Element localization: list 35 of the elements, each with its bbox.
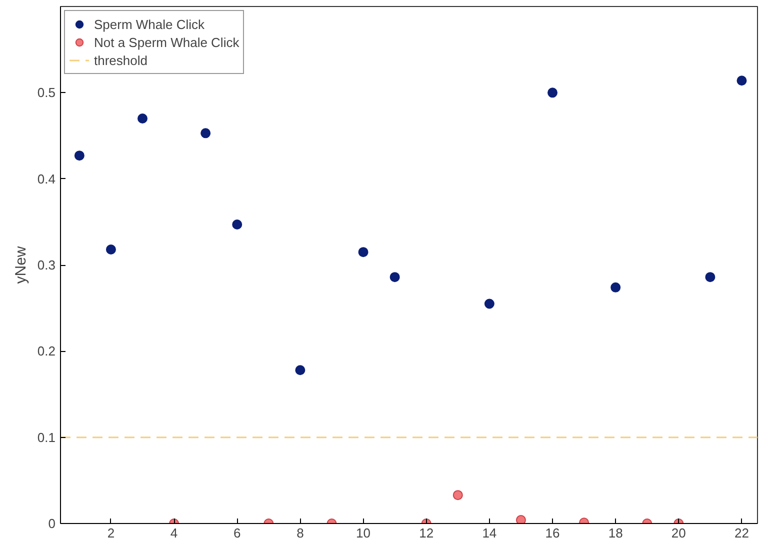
y-axis-title: yNew	[12, 246, 30, 284]
legend-label: Sperm Whale Click	[94, 16, 205, 33]
x-tick-label: 8	[296, 526, 304, 540]
y-tick-label: 0.5	[37, 85, 56, 100]
legend-label: Not a Sperm Whale Click	[94, 34, 240, 51]
point	[516, 515, 526, 524]
point	[548, 88, 558, 98]
x-tick-label: 2	[107, 526, 115, 540]
x-tick-label: 12	[419, 526, 434, 540]
point	[705, 272, 716, 282]
point	[390, 272, 400, 282]
x-tick-label: 10	[356, 526, 371, 540]
x-tick-label: 18	[608, 526, 623, 540]
y-tick-label: 0.1	[37, 430, 56, 445]
x-tick-label: 4	[170, 526, 178, 540]
legend-label: threshold	[94, 52, 148, 69]
point	[358, 247, 368, 258]
x-tick-label: 20	[671, 526, 686, 540]
point	[295, 365, 306, 376]
point	[484, 298, 494, 309]
point	[106, 244, 116, 254]
y-tick-label: 0.3	[37, 258, 56, 272]
point	[138, 114, 148, 124]
point	[610, 282, 621, 292]
point	[232, 220, 242, 230]
x-tick-label: 6	[234, 526, 241, 540]
x-tick-label: 16	[545, 526, 560, 540]
point	[74, 150, 84, 161]
y-tick-label: 0.4	[37, 171, 56, 186]
point	[200, 128, 211, 138]
y-tick-label: 0.2	[37, 344, 56, 359]
y-tick-label: 0	[48, 516, 56, 531]
point	[736, 76, 747, 86]
x-tick-label: 22	[734, 526, 749, 540]
x-tick-label: 14	[482, 526, 497, 540]
